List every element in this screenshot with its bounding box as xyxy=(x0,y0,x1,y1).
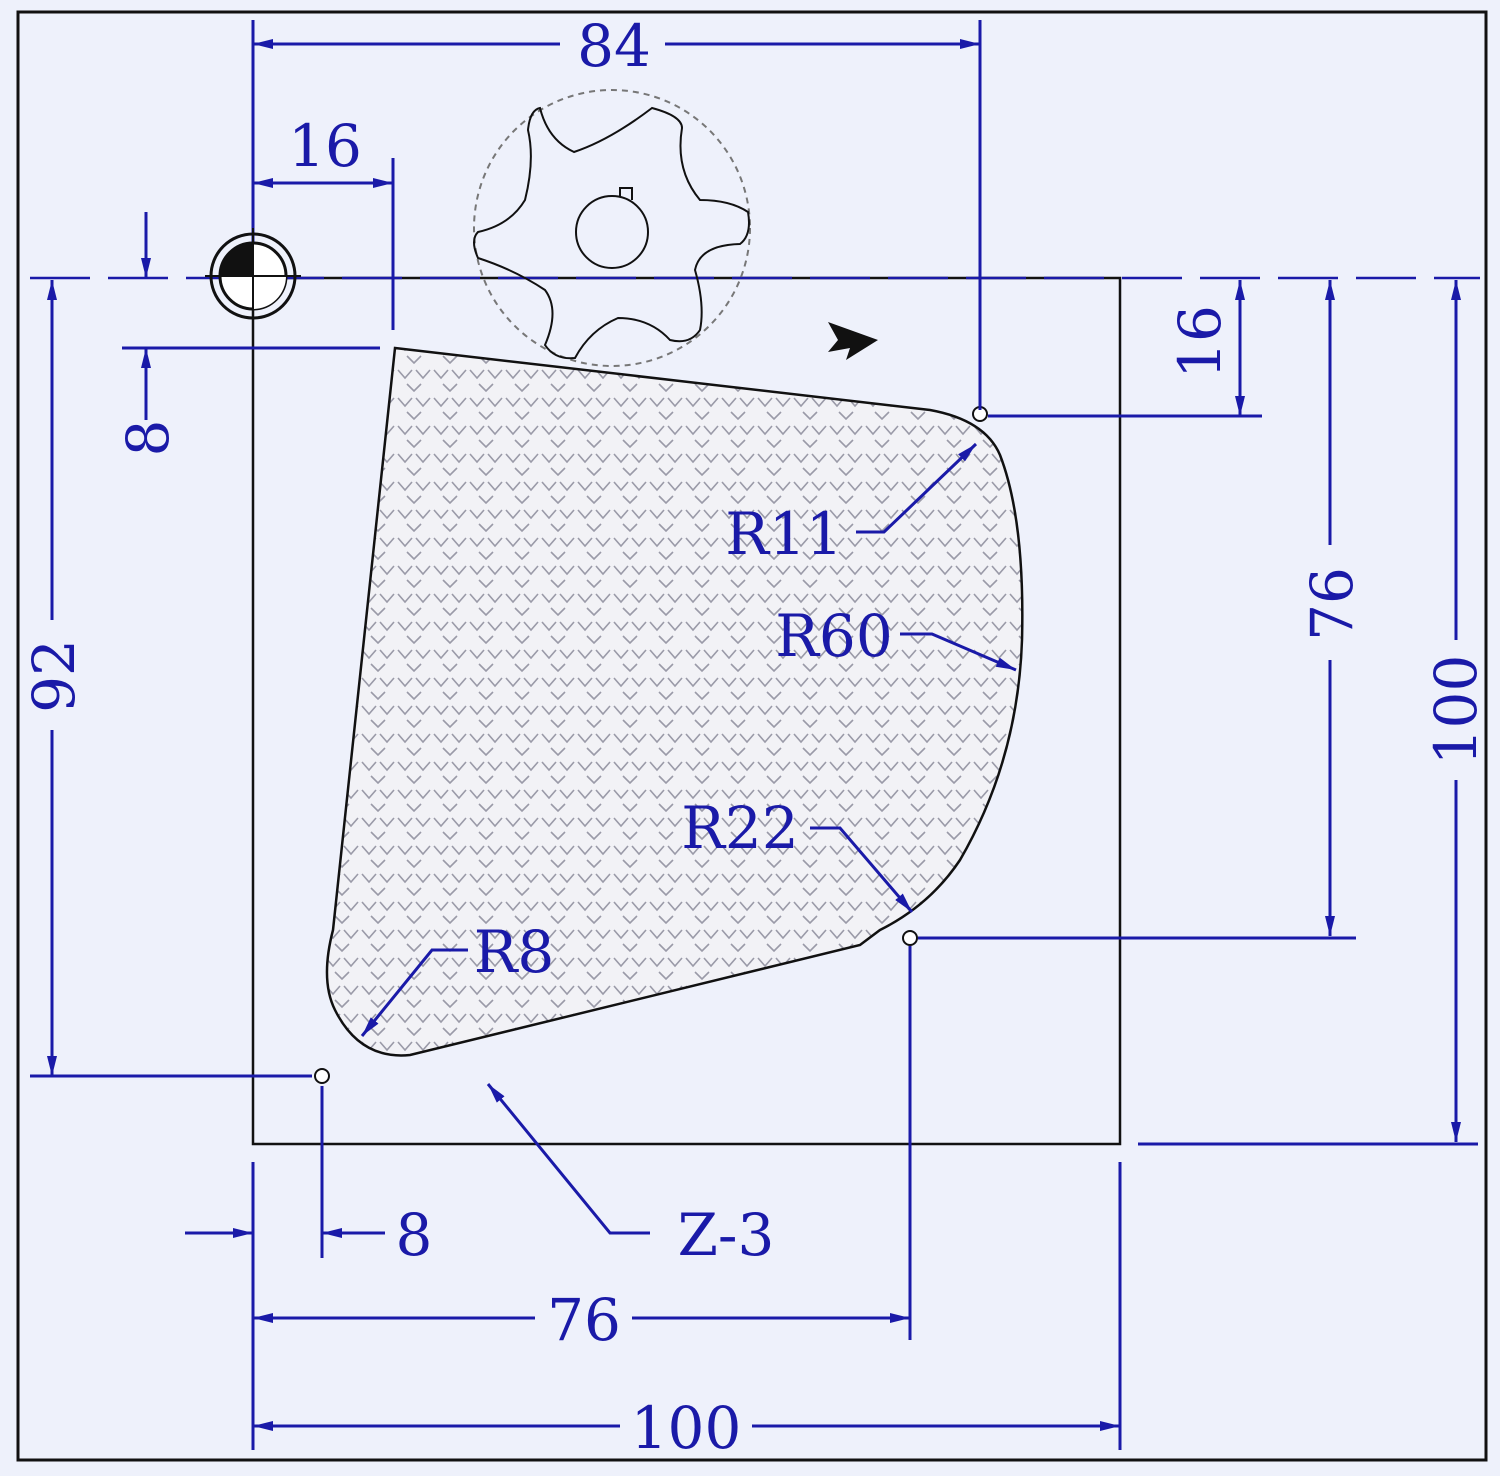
dim-100-bottom-label: 100 xyxy=(631,1394,742,1462)
dim-8-bottom-label: 8 xyxy=(396,1201,433,1269)
r11-label: R11 xyxy=(725,500,842,568)
r8-label: R8 xyxy=(474,918,555,986)
dim-76-right-label: 76 xyxy=(1298,567,1366,641)
dim-92-label: 92 xyxy=(20,639,88,713)
dim-16-right-label: 16 xyxy=(1166,305,1234,379)
dim-100-right-label: 100 xyxy=(1422,655,1490,766)
dim-76-bottom-label: 76 xyxy=(547,1286,621,1354)
point-marker xyxy=(315,1069,329,1083)
point-marker xyxy=(903,931,917,945)
r22-label: R22 xyxy=(681,794,798,862)
dim-8-left-label: 8 xyxy=(114,420,182,457)
z-depth-label: Z-3 xyxy=(678,1201,775,1269)
r60-label: R60 xyxy=(775,602,892,670)
dim-16-top-label: 16 xyxy=(288,112,362,180)
dim-84-label: 84 xyxy=(577,12,651,80)
